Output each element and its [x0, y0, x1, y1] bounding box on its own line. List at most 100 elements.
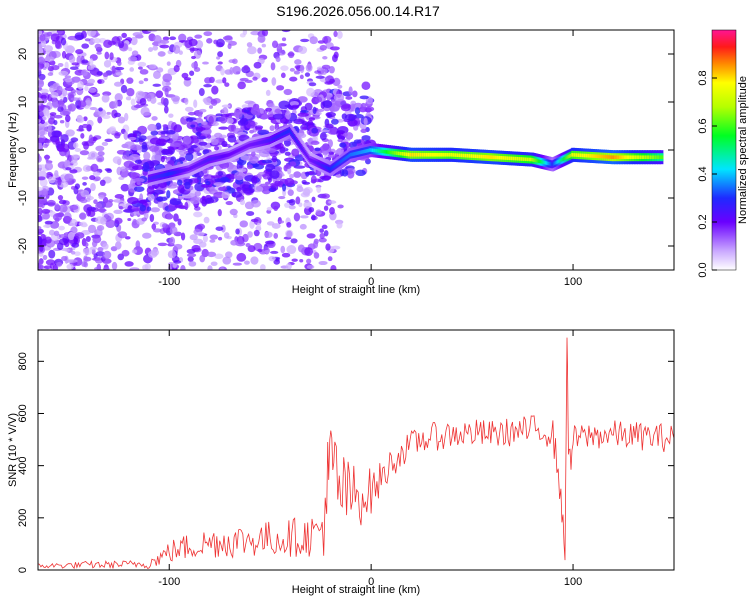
noise-cell — [258, 171, 266, 176]
noise-cell — [251, 199, 261, 208]
noise-cell — [172, 134, 178, 142]
noise-cell — [350, 103, 356, 112]
signal-cell-core — [516, 156, 521, 161]
signal-cell-core — [427, 153, 432, 157]
noise-cell — [217, 51, 223, 58]
noise-cell — [124, 261, 134, 267]
signal-cell-core — [431, 153, 436, 157]
noise-cell — [275, 56, 281, 63]
noise-cell — [245, 211, 255, 217]
noise-cell — [261, 43, 267, 48]
noise-cell — [299, 259, 304, 263]
signal-cell-core — [460, 153, 464, 158]
noise-cell — [166, 61, 171, 66]
noise-cell — [271, 77, 277, 86]
noise-cell — [198, 88, 205, 97]
signal-cell-core — [425, 153, 430, 157]
signal-cell-core — [433, 153, 438, 157]
noise-cell — [229, 67, 234, 75]
noise-cell — [280, 245, 286, 254]
noise-cell — [95, 251, 105, 257]
noise-cell — [244, 100, 254, 105]
snr-frame — [37, 329, 675, 571]
noise-cell — [139, 69, 149, 75]
noise-cell — [190, 196, 200, 205]
noise-cell — [58, 70, 69, 76]
noise-cell — [57, 106, 64, 113]
noise-cell — [306, 258, 312, 264]
snr-y-tick-label: 200 — [17, 509, 29, 527]
noise-cell — [233, 109, 243, 119]
signal-cell-core — [510, 156, 515, 161]
noise-cell — [286, 221, 292, 228]
noise-cell — [95, 202, 103, 209]
noise-cell — [278, 220, 285, 224]
noise-cell — [236, 168, 247, 173]
noise-cell — [143, 151, 151, 161]
noise-cell — [44, 154, 50, 162]
signal-cell-core — [607, 155, 612, 159]
noise-cell — [95, 145, 105, 152]
noise-cell — [96, 51, 102, 55]
noise-cell — [232, 65, 241, 75]
noise-cell — [319, 228, 325, 233]
noise-cell — [196, 223, 206, 230]
noise-cell — [328, 66, 335, 74]
noise-cell — [315, 209, 322, 216]
noise-cell — [65, 129, 75, 137]
noise-cell — [269, 125, 275, 132]
noise-cell — [203, 31, 213, 37]
noise-cell — [318, 260, 328, 266]
noise-cell — [184, 181, 191, 190]
signal-cell-core — [616, 155, 621, 159]
noise-cell — [41, 208, 51, 214]
noise-cell — [183, 78, 192, 87]
signal-cell-core — [597, 154, 602, 159]
signal-cell-core — [488, 155, 493, 159]
noise-cell — [333, 30, 338, 38]
noise-cell — [153, 35, 162, 45]
noise-cell — [271, 40, 279, 49]
noise-cell — [202, 97, 212, 104]
spectrogram-y-tick-label: -10 — [17, 190, 29, 206]
noise-cell — [337, 204, 344, 209]
noise-cell — [265, 107, 272, 112]
noise-cell — [113, 81, 123, 87]
noise-cell — [237, 119, 249, 126]
noise-cell — [47, 72, 54, 77]
noise-cell — [278, 195, 286, 200]
noise-cell — [143, 112, 152, 116]
noise-cell — [38, 225, 42, 230]
noise-cell — [99, 179, 106, 187]
noise-cell — [152, 189, 164, 195]
noise-cell — [138, 80, 144, 85]
signal-cell-core — [575, 153, 579, 157]
noise-cell — [131, 249, 138, 254]
noise-cell — [136, 179, 141, 186]
spectrogram-y-tick-label: 0 — [17, 147, 29, 153]
noise-cell — [106, 127, 117, 134]
noise-cell — [92, 171, 101, 176]
noise-cell — [77, 80, 84, 90]
signal-cell-core — [514, 156, 519, 161]
noise-cell — [291, 258, 298, 262]
noise-cell — [304, 102, 313, 111]
noise-cell — [52, 213, 63, 221]
noise-cell — [96, 225, 105, 231]
signal-cell-core — [621, 155, 626, 159]
noise-cell — [38, 97, 43, 106]
noise-cell — [302, 188, 311, 196]
noise-cell — [103, 250, 112, 259]
noise-cell — [173, 260, 181, 264]
signal-cell-core — [506, 156, 511, 160]
noise-cell — [250, 218, 259, 223]
noise-cell — [88, 87, 97, 93]
noise-cell — [39, 243, 44, 252]
noise-cell — [178, 150, 187, 156]
noise-cell — [258, 113, 270, 120]
noise-cell — [311, 127, 319, 134]
noise-cell — [201, 248, 209, 258]
signal-cell-core — [518, 157, 523, 161]
noise-cell — [38, 176, 46, 181]
signal-cell-core — [409, 153, 414, 157]
